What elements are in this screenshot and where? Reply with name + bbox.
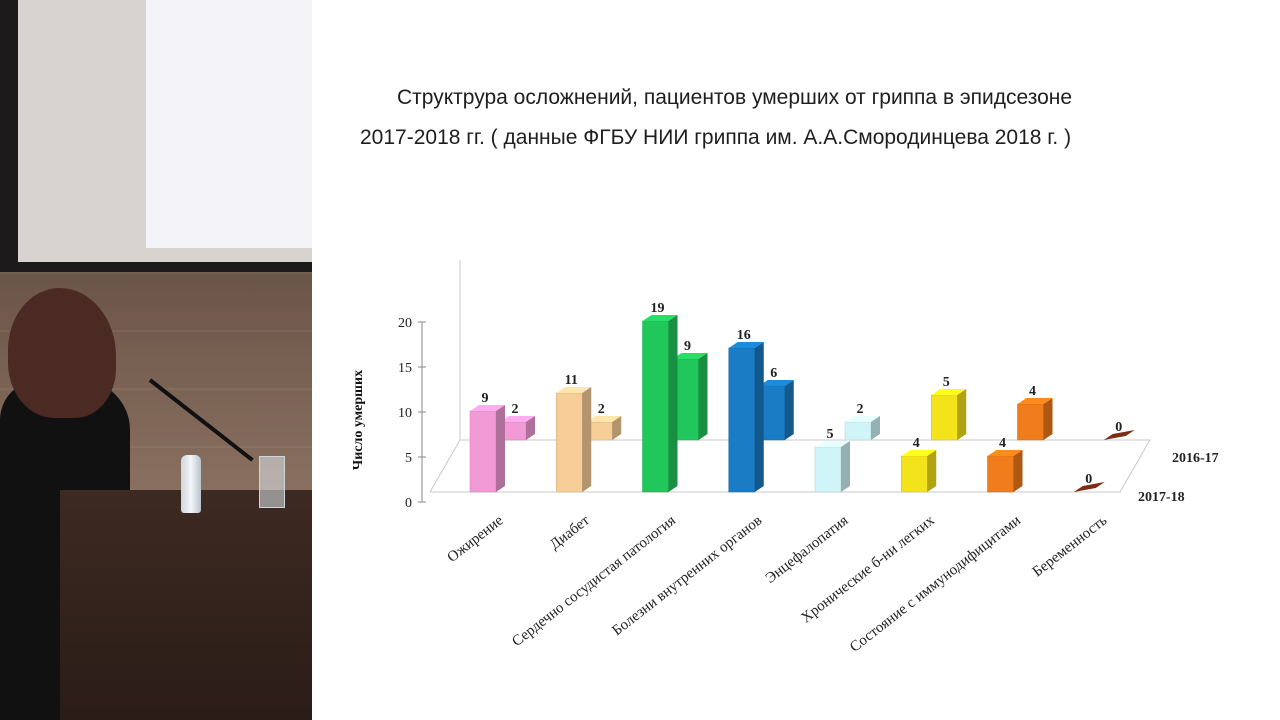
bar-side-back-cat5 bbox=[957, 389, 967, 440]
bar-top-front-cat3 bbox=[728, 342, 764, 348]
data-label-back-cat0: 2 bbox=[512, 402, 519, 417]
chart-floor-outline bbox=[430, 439, 1151, 493]
bar-top-back-cat4 bbox=[845, 416, 880, 422]
data-label-back-cat6: 4 bbox=[1029, 384, 1036, 399]
bar-side-back-cat1 bbox=[612, 416, 622, 440]
bar-side-front-cat3 bbox=[754, 342, 764, 492]
data-label-front-cat6: 4 bbox=[999, 436, 1006, 451]
bar-back-cat7 bbox=[1103, 430, 1135, 440]
bar-side-front-cat2 bbox=[668, 315, 678, 492]
bar-front-cat2 bbox=[642, 320, 669, 493]
slide-title-line-2: 2017-2018 гг. ( данные ФГБУ НИИ гриппа и… bbox=[360, 126, 1072, 149]
data-label-front-cat0: 9 bbox=[482, 391, 489, 406]
category-label: Беременность bbox=[1030, 512, 1111, 580]
axis-depth-edge bbox=[429, 260, 461, 493]
projection-screen-frame bbox=[0, 0, 312, 272]
bar-side-front-cat1 bbox=[582, 387, 592, 492]
data-label-front-cat3: 16 bbox=[737, 328, 751, 343]
y-tick-label: 5 bbox=[405, 451, 412, 466]
camera-room-view bbox=[0, 0, 312, 720]
data-label-back-cat1: 2 bbox=[598, 402, 605, 417]
projected-slide-fragment bbox=[146, 0, 312, 248]
data-label-back-cat5: 5 bbox=[943, 375, 950, 390]
y-tick-label: 0 bbox=[405, 496, 412, 511]
bar-front-cat6 bbox=[987, 455, 1014, 493]
y-tick-label: 15 bbox=[398, 361, 412, 376]
bar-side-back-cat6 bbox=[1043, 398, 1053, 440]
bar-front-cat7 bbox=[1073, 482, 1105, 492]
bar-top-back-cat2 bbox=[672, 353, 708, 359]
bar-side-back-cat4 bbox=[871, 416, 880, 440]
category-label: Энцефалопатия bbox=[763, 512, 852, 586]
category-label: Болезни внутренних органов bbox=[609, 513, 765, 640]
category-label: Диабет bbox=[547, 512, 593, 553]
slide-title-line-1: Структрура осложнений, пациентов умерших… bbox=[397, 86, 1073, 109]
bar-top-back-cat3 bbox=[758, 380, 794, 386]
water-bottle bbox=[181, 455, 201, 513]
bar-back-cat4 bbox=[844, 421, 872, 441]
bar-back-cat6 bbox=[1017, 403, 1044, 441]
bar-side-front-cat6 bbox=[1013, 450, 1023, 492]
bar-side-front-cat5 bbox=[927, 450, 937, 492]
y-tick-label: 20 bbox=[398, 316, 412, 331]
bar-top-front-cat0 bbox=[470, 405, 505, 411]
bar-top-back-cat6 bbox=[1017, 398, 1053, 404]
y-axis-label: Число умерших bbox=[351, 370, 366, 470]
bar-front-cat5 bbox=[901, 455, 928, 493]
bar-front-cat3 bbox=[728, 347, 755, 493]
data-label-front-cat2: 19 bbox=[651, 301, 665, 316]
bar-side-front-cat4 bbox=[841, 441, 850, 492]
series-label-2016-17: 2016-17 bbox=[1172, 451, 1219, 466]
data-label-front-cat5: 4 bbox=[913, 436, 920, 451]
bar-top-front-cat4 bbox=[815, 441, 850, 447]
water-glass bbox=[259, 456, 285, 508]
bar-top-front-cat5 bbox=[901, 450, 937, 456]
bar-side-back-cat0 bbox=[526, 416, 535, 440]
data-label-back-cat4: 2 bbox=[857, 402, 864, 417]
bar-top-front-cat2 bbox=[642, 315, 678, 321]
speaker-head bbox=[8, 288, 116, 418]
bar-top-back-cat0 bbox=[500, 416, 535, 422]
data-label-back-cat2: 9 bbox=[684, 339, 691, 354]
data-label-front-cat1: 11 bbox=[565, 373, 578, 388]
bar-side-back-cat2 bbox=[698, 353, 708, 440]
projection-screen bbox=[18, 0, 312, 262]
category-label: Сердечно сосудистая патология bbox=[509, 512, 679, 650]
bar-top-back-cat1 bbox=[586, 416, 622, 422]
data-label-back-cat3: 6 bbox=[770, 366, 777, 381]
bar-top-front-cat6 bbox=[987, 450, 1023, 456]
category-label: Состояние с иммунодифицитами bbox=[847, 513, 1024, 656]
bar-front-cat4 bbox=[814, 446, 842, 493]
category-label: Ожирение bbox=[445, 512, 507, 566]
bar-side-back-cat3 bbox=[784, 380, 794, 440]
bar-top-back-cat5 bbox=[931, 389, 967, 395]
bar-back-cat5 bbox=[931, 394, 958, 441]
bar-front-cat0 bbox=[469, 410, 497, 493]
data-label-front-cat4: 5 bbox=[827, 427, 834, 442]
podium bbox=[60, 490, 312, 720]
bar-front-cat1 bbox=[556, 392, 583, 493]
bar-top-front-cat1 bbox=[556, 387, 592, 393]
y-tick-label: 10 bbox=[398, 406, 412, 421]
presentation-slide: Структрура осложнений, пациентов умерших… bbox=[312, 0, 1280, 720]
data-label-front-cat7: 0 bbox=[1085, 472, 1092, 487]
series-label-2017-18: 2017-18 bbox=[1138, 490, 1185, 505]
bar-side-front-cat0 bbox=[496, 405, 505, 492]
data-label-back-cat7: 0 bbox=[1115, 420, 1122, 435]
